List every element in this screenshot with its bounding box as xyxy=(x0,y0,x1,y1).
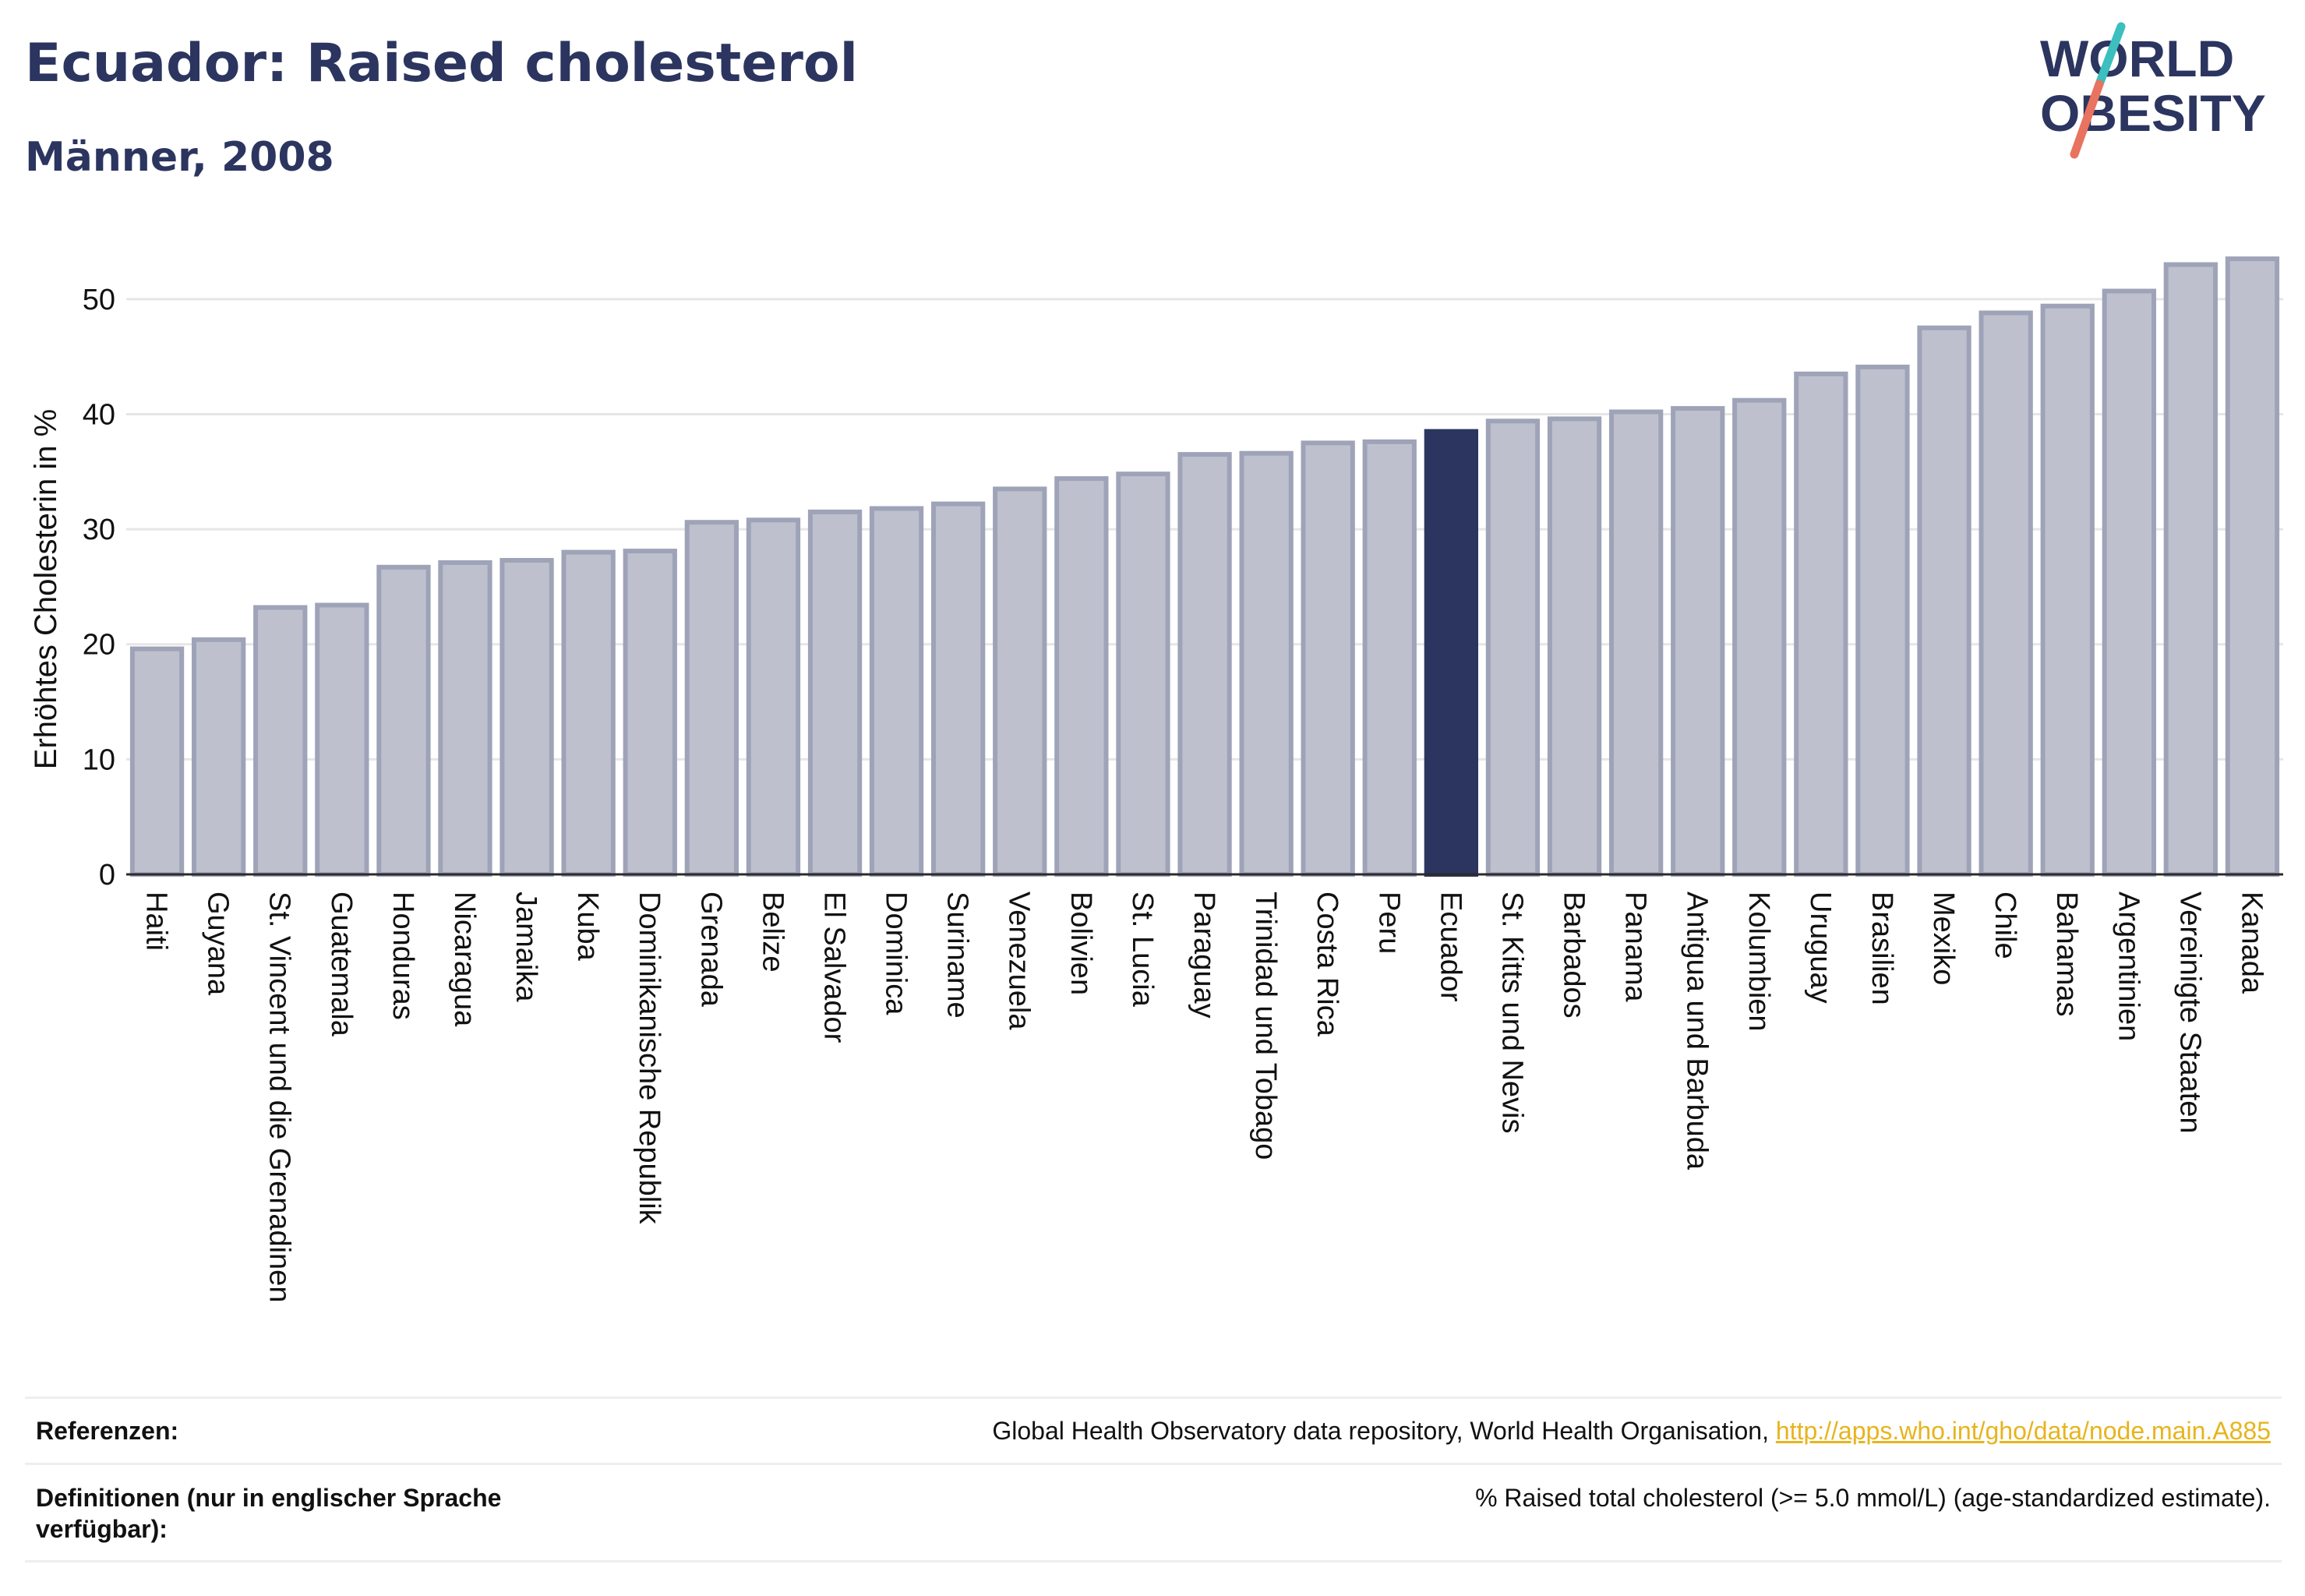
x-tick-label: Belize xyxy=(756,892,789,973)
x-tick-label: Honduras xyxy=(387,892,419,1020)
x-tick-label: Dominikanische Republik xyxy=(633,892,665,1225)
x-tick-label: Dominica xyxy=(880,892,912,1015)
bar xyxy=(499,558,554,877)
x-tick-label: Brasilien xyxy=(1866,892,1898,1005)
bar xyxy=(1855,364,1910,877)
logo-text-world: WORLD xyxy=(2040,30,2234,87)
bars xyxy=(129,256,2280,877)
x-tick-label: Nicaragua xyxy=(448,892,481,1027)
reference-table: Referenzen: Global Health Observatory da… xyxy=(25,1396,2282,1562)
bar xyxy=(192,637,246,877)
x-tick-label: Costa Rica xyxy=(1311,892,1343,1037)
x-tick-label: Chile xyxy=(1989,892,2021,959)
x-tick-label: Suriname xyxy=(941,892,974,1019)
y-tick-label: 20 xyxy=(83,629,115,662)
x-tick-label: Peru xyxy=(1372,892,1405,954)
bar xyxy=(1362,439,1417,877)
bar xyxy=(623,549,677,877)
world-obesity-logo: WORLD OBESITY xyxy=(2040,22,2266,159)
definitions-value: % Raised total cholesterol (>= 5.0 mmol/… xyxy=(1475,1484,2271,1512)
bar xyxy=(1917,325,1971,877)
x-tick-label: El Salvador xyxy=(818,892,851,1043)
x-tick-label: Haiti xyxy=(140,892,173,951)
x-tick-label: Barbados xyxy=(1558,892,1590,1019)
bar xyxy=(253,605,308,877)
x-tick-label: Jamaika xyxy=(510,892,542,1002)
bar xyxy=(561,549,616,877)
page-title: Ecuador: Raised cholesterol xyxy=(25,33,858,94)
x-tick-label: Kanada xyxy=(2236,892,2268,994)
references-text: Global Health Observatory data repositor… xyxy=(992,1417,1776,1445)
bar xyxy=(1301,440,1355,877)
x-tick-label: Bolivien xyxy=(1064,892,1097,995)
bar xyxy=(129,646,185,877)
bar xyxy=(1794,371,1848,877)
bar xyxy=(869,506,924,877)
x-tick-label: Trinidad und Tobago xyxy=(1249,892,1282,1160)
bar xyxy=(2225,256,2280,877)
logo-slash-top xyxy=(2095,22,2126,89)
bar xyxy=(807,509,863,877)
logo-slash-bottom xyxy=(2070,79,2104,159)
y-tick-label: 30 xyxy=(83,514,115,546)
bar xyxy=(2040,303,2095,877)
bar xyxy=(1547,416,1602,877)
bar xyxy=(438,560,492,877)
y-tick-label: 40 xyxy=(83,398,115,431)
x-tick-label: St. Vincent und die Grenadinen xyxy=(263,892,296,1302)
bar xyxy=(1671,406,1725,877)
bar xyxy=(1978,310,2033,877)
x-tick-label: Bahamas xyxy=(2050,892,2083,1017)
bar xyxy=(376,564,431,877)
bar xyxy=(993,486,1047,877)
x-tick-label: St. Kitts und Nevis xyxy=(1495,892,1528,1133)
y-tick-labels: 0 10 20 30 40 50 xyxy=(83,284,115,892)
bar xyxy=(2102,288,2156,877)
bar xyxy=(746,517,801,877)
x-tick-label: Paraguay xyxy=(1188,892,1220,1019)
definitions-label: Definitionen (nur in englischer Sprache … xyxy=(36,1484,502,1543)
page-subtitle: Männer, 2008 xyxy=(25,134,334,181)
x-tick-labels: Haiti Guyana St. Vincent und die Grenadine… xyxy=(140,892,2268,1302)
x-tick-label: Mexiko xyxy=(1927,892,1960,985)
x-tick-label: Grenada xyxy=(694,892,727,1008)
bar xyxy=(1054,476,1109,877)
x-tick-label: Kolumbien xyxy=(1742,892,1775,1032)
references-value: Global Health Observatory data repositor… xyxy=(992,1415,2282,1446)
bar xyxy=(1732,397,1787,877)
x-tick-label: Panama xyxy=(1619,892,1652,1002)
references-label: Referenzen: xyxy=(36,1417,179,1445)
x-tick-label: Guyana xyxy=(202,892,235,996)
bar xyxy=(931,501,986,877)
x-tick-label: Uruguay xyxy=(1804,892,1837,1004)
bar-highlighted xyxy=(1424,429,1478,877)
references-row: Referenzen: Global Health Observatory da… xyxy=(25,1396,2282,1463)
bar xyxy=(1485,418,1541,877)
x-tick-label: Kuba xyxy=(571,892,604,962)
x-tick-label: Guatemala xyxy=(325,892,358,1037)
y-tick-label: 50 xyxy=(83,284,115,316)
x-tick-label: Vereinigte Staaten xyxy=(2173,892,2206,1134)
bar xyxy=(315,602,369,877)
x-tick-label: Venezuela xyxy=(1003,892,1036,1030)
x-tick-label: Ecuador xyxy=(1434,892,1467,1002)
bar xyxy=(1116,471,1170,877)
bar-chart: 0 10 20 30 40 50 Haiti Guyana St. Vincent und d… xyxy=(29,256,2283,1302)
bar xyxy=(2163,262,2218,877)
bar xyxy=(1239,450,1294,877)
y-tick-label: 0 xyxy=(99,859,115,892)
bar xyxy=(1609,409,1664,877)
y-axis-label: Erhöhtes Cholesterin in % xyxy=(29,409,63,769)
definitions-row: Definitionen (nur in englischer Sprache … xyxy=(25,1463,2282,1562)
x-tick-label: Antigua und Barbuda xyxy=(1681,892,1714,1171)
y-tick-label: 10 xyxy=(83,743,115,776)
x-tick-label: St. Lucia xyxy=(1126,892,1159,1008)
x-tick-label: Argentinien xyxy=(2112,892,2144,1041)
references-link[interactable]: http://apps.who.int/gho/data/node.main.A… xyxy=(1775,1417,2271,1445)
bar xyxy=(684,520,740,877)
bar xyxy=(1177,452,1232,877)
